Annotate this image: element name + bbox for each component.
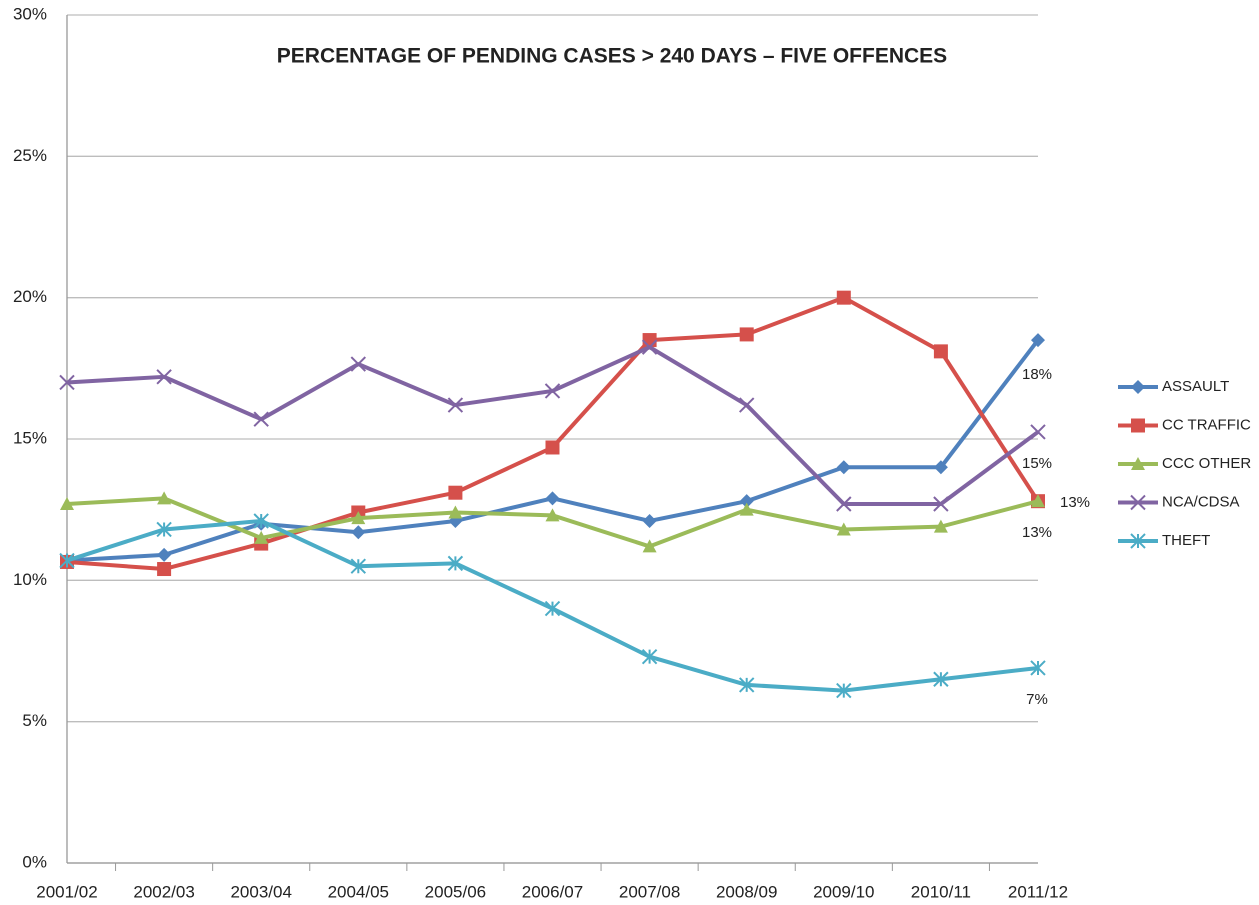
- marker: [1031, 333, 1045, 348]
- marker: [351, 511, 366, 525]
- legend-marker: [1130, 494, 1146, 511]
- chart-title: PERCENTAGE OF PENDING CASES > 240 DAYS –…: [277, 45, 947, 68]
- marker: [641, 648, 658, 665]
- marker: [836, 290, 851, 305]
- marker: [1030, 424, 1046, 440]
- annotation: 7%: [1026, 691, 1048, 708]
- x-tick-label: 2005/06: [425, 882, 486, 901]
- marker: [933, 496, 949, 512]
- y-tick-label: 0%: [22, 852, 47, 871]
- x-tick-label: 2004/05: [328, 882, 389, 901]
- legend-marker: [1131, 457, 1145, 470]
- y-tick-label: 5%: [22, 711, 47, 730]
- marker: [157, 491, 172, 505]
- marker: [836, 496, 852, 512]
- marker: [448, 485, 463, 500]
- marker: [1031, 494, 1045, 508]
- marker: [933, 344, 948, 359]
- x-tick-label: 2002/03: [133, 882, 194, 901]
- marker: [739, 494, 754, 509]
- annotation: 18%: [1022, 366, 1052, 383]
- marker: [738, 677, 755, 693]
- marker: [933, 519, 948, 533]
- y-tick-label: 15%: [13, 428, 47, 447]
- marker: [836, 682, 852, 699]
- marker: [156, 521, 172, 538]
- legend-marker: [1130, 533, 1146, 549]
- x-tick-label: 2009/10: [813, 882, 874, 901]
- marker: [933, 671, 949, 687]
- marker: [641, 339, 658, 355]
- x-tick-label: 2007/08: [619, 882, 680, 901]
- legend-label: CC TRAFFIC: [1162, 416, 1251, 433]
- marker: [253, 513, 269, 529]
- marker: [738, 397, 755, 413]
- marker: [350, 558, 367, 574]
- marker: [642, 513, 657, 528]
- marker: [447, 397, 464, 413]
- annotation: 13%: [1060, 494, 1090, 511]
- legend-marker: [1131, 380, 1145, 394]
- marker: [642, 333, 657, 348]
- marker: [739, 502, 754, 516]
- marker: [157, 547, 172, 562]
- marker: [642, 539, 657, 553]
- marker: [254, 530, 269, 544]
- annotation: 13%: [1022, 524, 1052, 541]
- x-tick-label: 2011/12: [1008, 882, 1068, 901]
- marker: [544, 600, 561, 617]
- x-tick-label: 2003/04: [230, 882, 291, 901]
- marker: [60, 497, 74, 511]
- marker: [447, 555, 464, 572]
- marker: [545, 491, 560, 506]
- marker: [156, 369, 172, 385]
- marker: [836, 460, 851, 475]
- annotation: 15%: [1022, 455, 1052, 472]
- marker: [739, 327, 754, 342]
- x-tick-label: 2010/11: [911, 882, 971, 901]
- legend-label: THEFT: [1162, 532, 1210, 549]
- marker: [350, 356, 367, 372]
- marker: [545, 440, 560, 455]
- marker: [351, 525, 366, 540]
- marker: [157, 562, 172, 577]
- marker: [253, 411, 269, 427]
- x-tick-label: 2006/07: [522, 882, 583, 901]
- x-tick-label: 2008/09: [716, 882, 777, 901]
- marker: [1030, 660, 1046, 676]
- legend-label: ASSAULT: [1162, 378, 1229, 395]
- marker: [448, 505, 463, 519]
- marker: [544, 383, 561, 399]
- x-tick-label: 2001/02: [36, 882, 97, 901]
- marker: [836, 522, 851, 536]
- marker: [59, 374, 75, 391]
- y-tick-label: 25%: [13, 146, 47, 165]
- legend-label: CCC OTHER: [1162, 455, 1251, 472]
- y-tick-label: 30%: [13, 4, 47, 23]
- y-tick-label: 10%: [13, 570, 47, 589]
- series-line: [66, 345, 1040, 507]
- marker: [545, 508, 560, 522]
- legend-label: NCA/CDSA: [1162, 493, 1240, 510]
- y-tick-label: 20%: [13, 287, 47, 306]
- marker: [59, 552, 75, 569]
- marker: [933, 460, 948, 475]
- legend-marker: [1131, 418, 1145, 433]
